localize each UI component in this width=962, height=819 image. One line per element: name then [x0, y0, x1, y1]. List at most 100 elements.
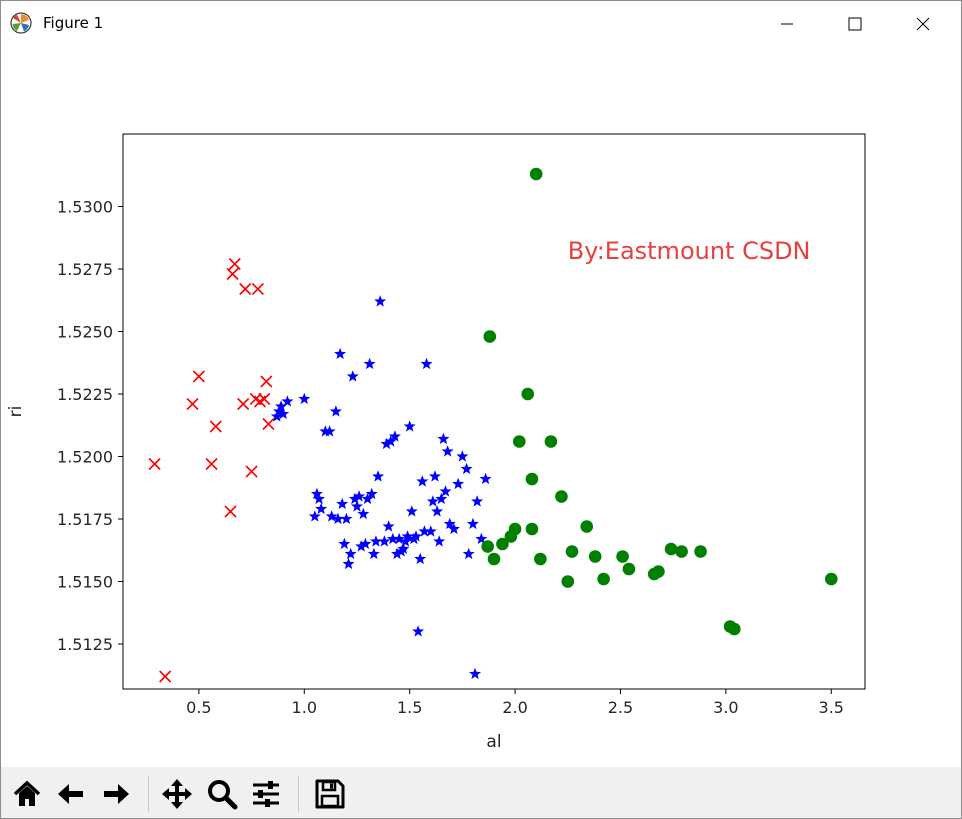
data-point-circle-marker	[544, 435, 558, 448]
data-point-x-marker	[258, 392, 271, 406]
x-tick-label: 3.5	[819, 698, 844, 717]
data-point-star-marker	[365, 487, 378, 500]
y-tick-label: 1.5150	[57, 573, 113, 592]
data-point-star-marker	[273, 405, 285, 417]
data-point-star-marker	[410, 530, 422, 542]
data-point-star-marker	[388, 430, 401, 442]
data-point-circle-marker	[555, 490, 568, 503]
data-points	[148, 167, 838, 683]
data-point-star-marker	[397, 542, 410, 555]
data-point-star-marker	[428, 470, 441, 482]
y-tick-label: 1.5125	[57, 635, 113, 654]
data-point-circle-marker	[483, 330, 497, 343]
data-point-x-marker	[239, 282, 252, 296]
data-point-star-marker	[399, 535, 412, 547]
data-point-star-marker	[369, 535, 382, 547]
data-point-star-marker	[277, 407, 290, 420]
data-point-star-marker	[386, 532, 399, 545]
data-point-star-marker	[393, 532, 406, 545]
data-point-star-marker	[382, 520, 395, 532]
data-point-star-marker	[405, 505, 418, 517]
move-icon	[162, 779, 192, 809]
data-point-x-marker	[192, 370, 205, 383]
data-point-circle-marker	[565, 545, 579, 558]
data-point-circle-marker	[525, 472, 539, 486]
data-point-circle-marker	[694, 545, 707, 558]
maximize-button[interactable]	[832, 1, 878, 47]
data-point-circle-marker	[521, 387, 535, 401]
data-point-star-marker	[372, 470, 385, 482]
data-point-star-marker	[323, 425, 336, 437]
data-point-star-marker	[439, 485, 452, 497]
data-point-star-marker	[329, 405, 342, 417]
data-point-star-marker	[441, 445, 454, 457]
configure-subplots-button[interactable]	[248, 776, 284, 812]
data-point-star-marker	[426, 495, 439, 507]
data-point-circle-marker	[512, 435, 526, 448]
y-tick-label: 1.5300	[57, 198, 113, 217]
data-point-x-marker	[148, 457, 161, 471]
data-point-star-marker	[340, 512, 353, 525]
data-point-circle-marker	[481, 540, 494, 553]
data-point-x-marker	[224, 505, 237, 518]
data-point-x-marker	[251, 282, 264, 296]
data-point-star-marker	[357, 507, 370, 520]
data-point-x-marker	[262, 417, 275, 431]
back-button[interactable]	[53, 776, 89, 812]
data-point-star-marker	[466, 517, 479, 530]
data-point-circle-marker	[561, 575, 575, 588]
data-point-circle-marker	[664, 542, 678, 556]
sliders-icon	[253, 781, 279, 807]
pan-button[interactable]	[159, 776, 195, 812]
x-axis: 0.5 1.0 1.5 2.0 2.5 3.0 3.5	[186, 689, 844, 717]
data-point-x-marker	[186, 397, 199, 411]
minimize-button[interactable]	[764, 1, 810, 47]
magnifier-icon	[208, 780, 238, 810]
data-point-star-marker	[378, 535, 391, 547]
close-button[interactable]	[900, 1, 946, 47]
zoom-button[interactable]	[204, 776, 240, 812]
data-point-star-marker	[403, 420, 416, 432]
data-point-star-marker	[435, 492, 448, 505]
x-axis-label: al	[486, 732, 501, 752]
data-point-star-marker	[336, 497, 349, 510]
data-point-x-marker	[159, 670, 172, 683]
floppy-disk-icon	[315, 779, 345, 809]
arrow-left-icon	[58, 784, 83, 804]
data-point-star-marker	[346, 370, 359, 382]
data-point-x-marker	[209, 420, 222, 433]
forward-button[interactable]	[98, 776, 134, 812]
scatter-chart: 0.5 1.0 1.5 2.0 2.5 3.0 3.5 1.5125 1.5150 1.5175…	[6, 133, 866, 752]
data-point-x-marker	[205, 457, 218, 471]
data-point-star-marker	[334, 347, 347, 360]
data-point-star-marker	[424, 525, 437, 537]
data-point-star-marker	[353, 490, 366, 502]
data-point-circle-marker	[675, 545, 688, 558]
data-point-x-marker	[260, 375, 273, 388]
figure-canvas[interactable]: 0.5 1.0 1.5 2.0 2.5 3.0 3.5 1.5125 1.5150 1.5175…	[1, 47, 961, 767]
save-button[interactable]	[312, 776, 348, 812]
data-point-star-marker	[433, 535, 446, 547]
data-point-circle-marker	[508, 522, 522, 536]
title-bar[interactable]: Figure 1	[1, 1, 961, 47]
data-point-circle-marker	[728, 622, 741, 636]
y-tick-label: 1.5250	[57, 323, 113, 342]
data-point-star-marker	[401, 530, 414, 542]
close-icon	[916, 17, 930, 31]
y-tick-label: 1.5225	[57, 385, 113, 404]
data-point-star-marker	[308, 510, 321, 522]
data-point-circle-marker	[824, 572, 838, 586]
y-tick-label: 1.5175	[57, 510, 113, 529]
toolbar-separator	[298, 776, 299, 812]
home-button[interactable]	[9, 776, 45, 812]
data-point-star-marker	[420, 357, 433, 370]
data-point-star-marker	[380, 437, 393, 450]
data-point-circle-marker	[597, 572, 610, 586]
data-point-star-marker	[275, 400, 288, 412]
data-point-star-marker	[281, 395, 294, 407]
navigation-toolbar	[1, 767, 961, 818]
data-point-star-marker	[325, 510, 338, 522]
watermark-annotation: By:Eastmount CSDN	[568, 237, 811, 265]
data-point-circle-marker	[588, 550, 602, 563]
data-point-star-marker	[298, 392, 311, 405]
